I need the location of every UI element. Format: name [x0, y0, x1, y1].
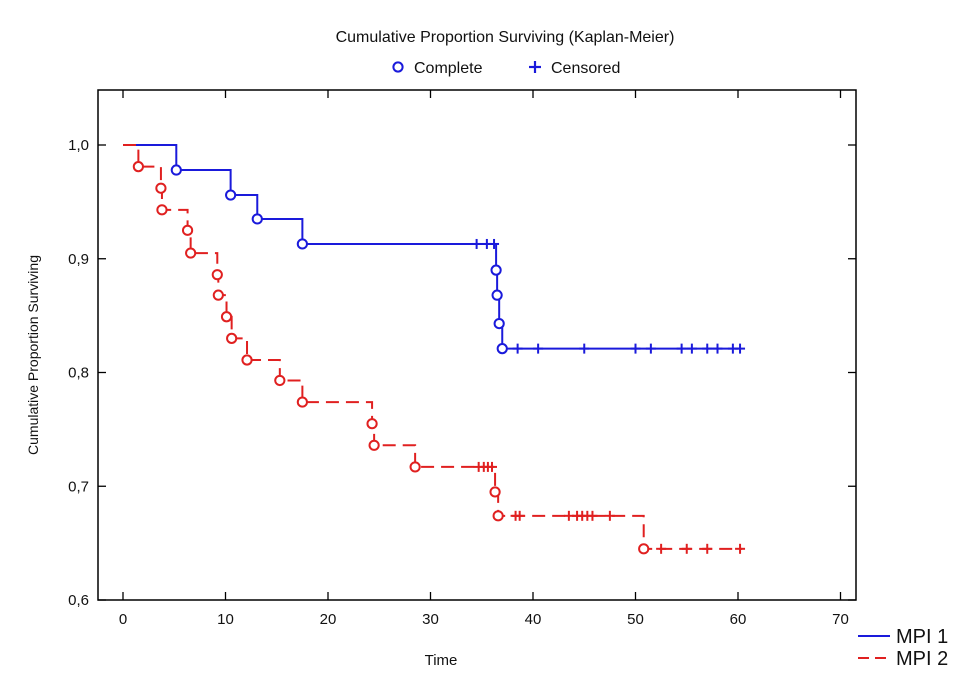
- censored-point-marker: [686, 343, 697, 354]
- legend-censored-symbol: [529, 61, 541, 73]
- complete-point-marker: [409, 461, 421, 473]
- censored-point-marker: [735, 343, 746, 354]
- complete-point-marker: [296, 238, 308, 250]
- complete-point-marker: [491, 289, 503, 301]
- censored-point-marker: [676, 343, 687, 354]
- complete-point-marker: [296, 396, 308, 408]
- complete-point-marker: [496, 343, 508, 355]
- complete-point-marker: [251, 213, 263, 225]
- complete-point-marker: [274, 374, 286, 387]
- y-tick-label: 1,0: [68, 137, 89, 154]
- marker-legend-label: Complete: [414, 60, 483, 77]
- complete-point-marker: [366, 418, 378, 430]
- y-tick-label: 0,8: [68, 365, 89, 382]
- marker-legend: Complete Censored: [392, 60, 620, 77]
- complete-point-marker: [132, 161, 144, 173]
- censored-point-marker: [656, 543, 667, 554]
- y-tick-label: 0,9: [68, 251, 89, 268]
- x-tick-label: 30: [422, 611, 439, 628]
- complete-point-marker: [211, 269, 223, 281]
- censored-point-marker: [579, 343, 590, 354]
- x-tick-label: 70: [832, 611, 849, 628]
- censored-point-marker: [681, 543, 692, 554]
- complete-point-marker: [638, 543, 650, 555]
- censored-point-marker: [487, 461, 497, 472]
- censored-point-marker: [514, 510, 525, 521]
- y-axis-label: Cumulative Proportion Surviving: [25, 255, 41, 455]
- complete-point-marker: [493, 317, 505, 330]
- series-layer: [123, 144, 746, 555]
- y-axis: 0,6 0,7 0,8 0,9 1,0: [68, 137, 856, 609]
- complete-point-marker: [212, 289, 224, 301]
- complete-point-marker: [492, 510, 504, 522]
- censored-point-marker: [712, 343, 723, 354]
- complete-point-marker: [368, 439, 380, 451]
- censored-point-marker: [630, 343, 641, 354]
- complete-point-marker: [170, 164, 182, 176]
- x-tick-label: 40: [525, 611, 542, 628]
- complete-point-marker: [489, 486, 501, 498]
- censored-point-marker: [489, 238, 500, 249]
- complete-point-marker: [185, 247, 197, 259]
- complete-point-marker: [225, 189, 237, 201]
- censored-point-marker: [587, 510, 598, 521]
- censored-point-marker: [604, 510, 615, 521]
- series-legend-label: MPI 1: [896, 626, 948, 648]
- complete-point-marker: [490, 264, 502, 276]
- x-tick-label: 10: [217, 611, 234, 628]
- complete-point-marker: [220, 311, 233, 323]
- complete-point-marker: [241, 354, 253, 366]
- censored-point-marker: [735, 543, 746, 554]
- censored-point-marker: [533, 343, 544, 354]
- series-mpi-1: [123, 144, 746, 355]
- x-tick-label: 60: [730, 611, 747, 628]
- complete-point-marker: [226, 332, 238, 344]
- x-tick-label: 20: [320, 611, 337, 628]
- marker-legend-label: Censored: [551, 60, 620, 77]
- censored-point-marker: [702, 543, 713, 554]
- censored-point-marker: [512, 343, 523, 354]
- legend-complete-symbol: [392, 61, 404, 73]
- complete-point-marker: [155, 182, 167, 194]
- x-tick-label: 0: [119, 611, 127, 628]
- series-mpi-2: [123, 144, 746, 555]
- x-axis-label: Time: [425, 652, 458, 669]
- censored-point-marker: [471, 238, 482, 249]
- x-tick-label: 50: [627, 611, 644, 628]
- chart-title: Cumulative Proportion Surviving (Kaplan-…: [336, 29, 675, 46]
- complete-point-marker: [181, 224, 194, 236]
- x-axis: 0 10 20 30 40 50 60 70: [119, 90, 849, 628]
- series-legend-label: MPI 2: [896, 648, 948, 670]
- censored-point-marker: [645, 343, 656, 354]
- censored-point-marker: [702, 343, 713, 354]
- y-tick-label: 0,6: [68, 592, 89, 609]
- plot-area-frame: [97, 89, 857, 601]
- y-tick-label: 0,7: [68, 478, 89, 495]
- complete-point-marker: [156, 204, 168, 216]
